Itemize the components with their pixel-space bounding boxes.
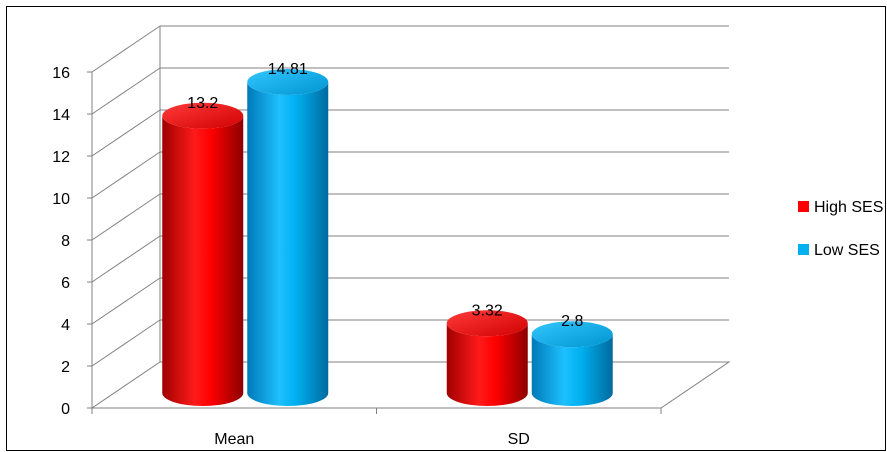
gridline-side — [91, 319, 161, 367]
gridline-side — [91, 25, 161, 73]
legend: High SES Low SES — [798, 199, 883, 259]
bar-high-ses-sd — [446, 323, 528, 406]
category-labels: Mean SD — [214, 431, 530, 448]
y-tick-label: 12 — [52, 149, 70, 166]
y-tick-label: 10 — [52, 191, 70, 208]
gridline-side — [91, 67, 161, 115]
y-tick-label: 2 — [61, 359, 70, 376]
category-label: SD — [508, 431, 530, 448]
y-tick-label: 4 — [61, 317, 70, 334]
legend-swatch — [798, 201, 809, 212]
data-labels: 13.2 3.32 14.81 2.8 — [187, 61, 583, 330]
gridline-side — [91, 109, 161, 157]
y-tick-label: 0 — [61, 401, 70, 418]
y-tick-label: 6 — [61, 275, 70, 292]
y-tick-label: 14 — [52, 107, 70, 124]
gridline-side — [91, 235, 161, 283]
bar-high-ses-mean — [162, 115, 244, 407]
gridline-side — [91, 193, 161, 241]
bar-top-cap — [446, 310, 528, 337]
data-label: 14.81 — [268, 61, 308, 78]
y-tick-label: 16 — [52, 65, 70, 82]
gridline-side — [91, 151, 161, 199]
bar-low-ses-sd — [531, 334, 613, 406]
y-tick-labels: 0 2 4 6 8 10 12 14 16 — [52, 65, 70, 418]
y-tick-label: 8 — [61, 233, 70, 250]
chart-frame: 0 2 4 6 8 10 12 14 16 Mean SD 13.2 3.32 14.81 2.8 Hi… — [6, 6, 886, 451]
data-label: 3.32 — [472, 302, 503, 319]
bar-low-ses-mean — [247, 81, 329, 407]
gridline-side — [91, 277, 161, 325]
bar-top-cap — [162, 102, 244, 129]
legend-label: High SES — [814, 199, 883, 216]
chart-svg: 0 2 4 6 8 10 12 14 16 Mean SD 13.2 3.32 14.81 2.8 Hi… — [52, 25, 883, 448]
axes — [87, 71, 662, 414]
category-label: Mean — [214, 431, 254, 448]
data-label: 2.8 — [561, 313, 583, 330]
bar-top-cap — [531, 321, 613, 348]
legend-swatch — [798, 244, 809, 255]
bars — [162, 68, 613, 407]
legend-label: Low SES — [814, 242, 880, 259]
data-label: 13.2 — [187, 95, 218, 112]
bar-top-cap — [247, 68, 329, 95]
